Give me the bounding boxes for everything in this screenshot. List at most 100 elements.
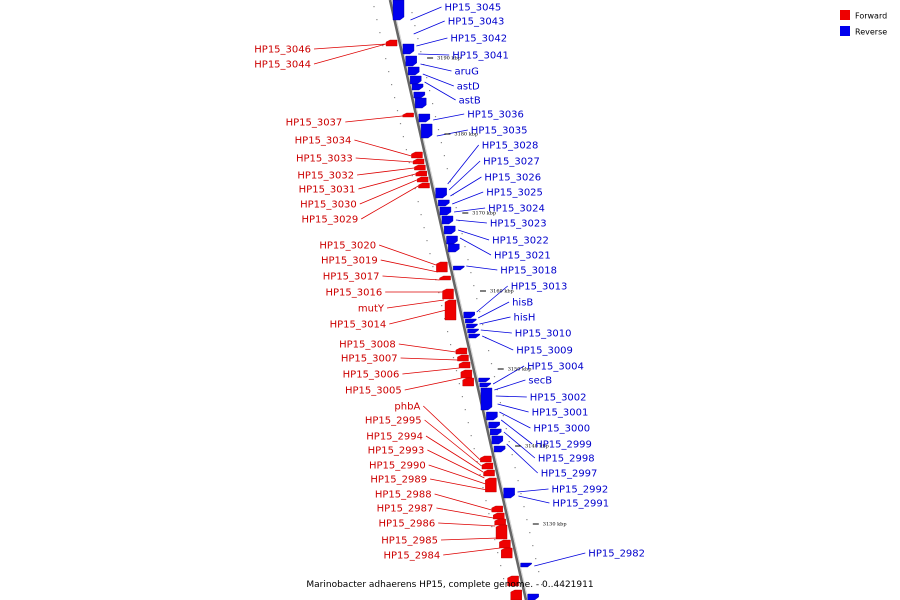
gene-connector: [517, 488, 549, 493]
gene-connector: [506, 443, 538, 474]
gene-connector: [427, 449, 485, 479]
gene-connector: [452, 191, 484, 205]
gene-block-forward: [510, 589, 522, 600]
gene-connector: [386, 299, 445, 309]
gene-block-reverse: [466, 323, 478, 329]
gene-label-hp15-3034: HP15_3034: [295, 136, 352, 147]
gene-connector: [459, 237, 492, 256]
gene-connector: [416, 37, 448, 47]
gene-connector: [424, 81, 456, 101]
position-dot: [532, 545, 534, 547]
position-dot: [502, 415, 504, 417]
gene-label-hp15-3025: HP15_3025: [486, 188, 543, 199]
position-dot: [503, 578, 505, 580]
position-dot: [399, 123, 402, 125]
gene-label-hp15-3032: HP15_3032: [297, 171, 354, 182]
gene-label-hp15-2982: HP15_2982: [588, 549, 645, 560]
gene-block-reverse: [392, 0, 405, 21]
scale-tick-label: 3140 kbp: [525, 444, 549, 450]
position-dot: [426, 77, 428, 79]
gene-block-reverse: [468, 333, 480, 339]
position-dot: [432, 266, 434, 268]
position-dot: [529, 532, 531, 534]
position-dot: [467, 422, 469, 424]
gene-label-astd: astD: [457, 82, 480, 93]
gene-block-forward: [495, 524, 508, 540]
gene-connector: [492, 365, 525, 385]
gene-block-reverse: [444, 225, 456, 235]
gene-connector: [497, 403, 529, 413]
gene-block-reverse: [527, 593, 539, 600]
gene-block-reverse: [493, 445, 506, 453]
position-dot: [523, 506, 525, 508]
gene-label-hp15-3006: HP15_3006: [343, 370, 400, 381]
position-dot: [511, 454, 513, 456]
gene-connector: [494, 379, 526, 391]
gene-block-forward: [458, 361, 471, 369]
gene-block-reverse: [411, 83, 424, 91]
gene-label-hp15-3031: HP15_3031: [299, 185, 356, 196]
gene-label-hp15-3030: HP15_3030: [300, 200, 357, 211]
position-dot: [488, 513, 490, 515]
gene-label-hp15-3002: HP15_3002: [530, 393, 587, 404]
gene-label-hp15-3024: HP15_3024: [488, 204, 545, 215]
position-dot: [473, 448, 475, 450]
gene-label-hp15-3021: HP15_3021: [494, 251, 551, 262]
gene-connector: [380, 259, 438, 273]
gene-label-phba: phbA: [394, 402, 420, 413]
position-dot: [417, 201, 419, 203]
gene-label-hp15-3029: HP15_3029: [301, 215, 358, 226]
gene-connector: [438, 522, 496, 527]
gene-label-hp15-2991: HP15_2991: [552, 499, 609, 510]
position-dot: [446, 168, 448, 170]
position-dot: [520, 493, 522, 495]
gene-connector: [402, 367, 460, 375]
gene-label-hp15-3020: HP15_3020: [319, 241, 376, 252]
gene-connector: [503, 431, 536, 459]
legend-reverse-label: Reverse: [855, 28, 887, 37]
gene-block-reverse: [446, 235, 458, 245]
position-dot: [455, 207, 457, 209]
label-connectors: [313, 6, 586, 567]
position-dot: [434, 116, 437, 118]
position-dot: [508, 441, 510, 443]
gene-connector: [495, 395, 527, 398]
position-dot: [464, 246, 466, 248]
gene-connector: [400, 357, 458, 361]
position-dot: [497, 552, 499, 554]
gene-block-forward: [415, 170, 427, 177]
position-dot: [385, 58, 387, 60]
gene-block-reverse: [420, 123, 433, 139]
scale-tick-label: 3180 kbp: [454, 132, 478, 138]
gene-block-forward: [442, 288, 454, 300]
gene-label-hp15-3005: HP15_3005: [345, 386, 402, 397]
gene-block-reverse: [478, 377, 490, 383]
gene-block-reverse: [438, 199, 450, 207]
position-dot: [494, 539, 496, 541]
gene-label-hp15-3037: HP15_3037: [286, 118, 343, 129]
gene-connector: [360, 185, 419, 220]
gene-connector: [404, 377, 462, 391]
gene-connector: [518, 495, 550, 504]
position-dot: [411, 175, 413, 177]
gene-connector: [450, 176, 482, 197]
position-dot: [414, 25, 416, 27]
gene-label-hp15-3036: HP15_3036: [467, 110, 524, 121]
position-dot: [414, 188, 416, 190]
gene-label-hp15-2994: HP15_2994: [366, 432, 423, 443]
position-dot: [440, 142, 442, 144]
gene-connector: [359, 179, 417, 205]
gene-block-reverse: [467, 328, 479, 334]
gene-connector: [345, 115, 403, 123]
position-dot: [382, 45, 384, 47]
position-dot: [443, 155, 445, 157]
position-dot: [429, 253, 431, 255]
position-dot: [476, 298, 478, 300]
position-dot: [376, 19, 378, 21]
gene-label-hp15-2997: HP15_2997: [541, 469, 598, 480]
gene-connector: [389, 309, 447, 325]
position-dot: [500, 565, 502, 567]
gene-blocks: [385, 0, 539, 600]
genome-backbone-highlight: [391, 0, 529, 600]
position-dot: [447, 331, 449, 333]
